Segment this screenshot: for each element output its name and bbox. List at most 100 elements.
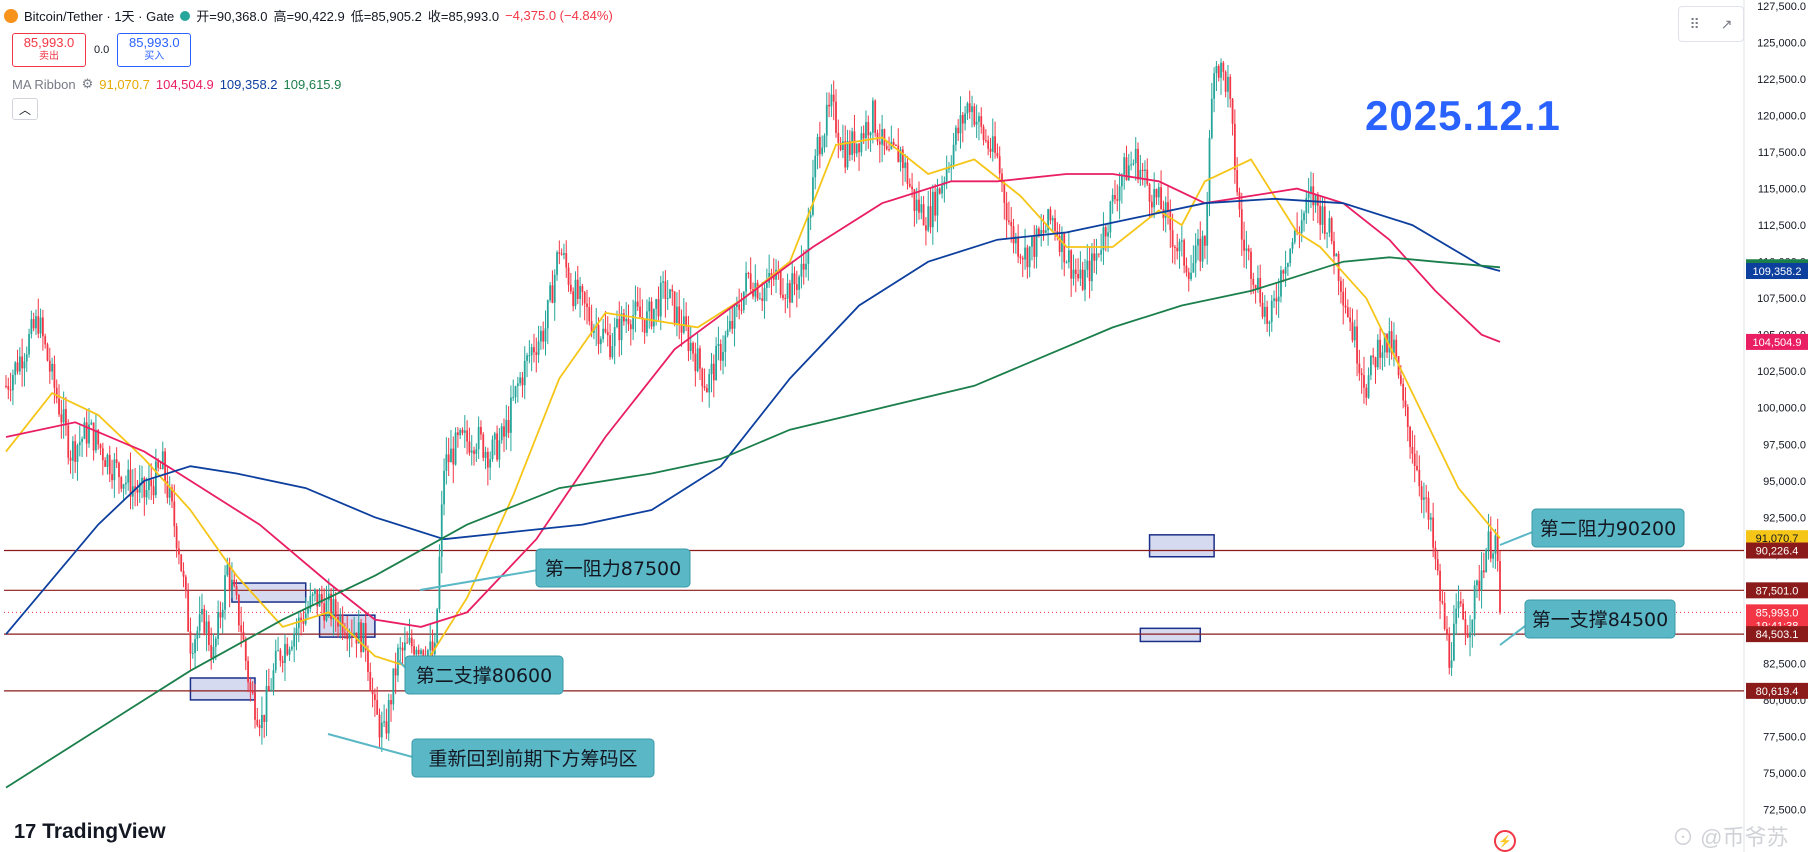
callout-box[interactable] (1524, 599, 1676, 639)
candle-body (88, 424, 90, 444)
candle-body (436, 609, 439, 643)
candle-body (574, 279, 577, 307)
tradingview-logo[interactable]: 17 TradingView (14, 820, 166, 844)
callout-box[interactable] (535, 548, 691, 588)
buy-button[interactable]: 85,993.0 买入 (117, 33, 192, 67)
candle-body (261, 714, 263, 729)
support-resistance-zone[interactable] (1148, 534, 1215, 558)
candle-body (805, 263, 807, 270)
candle-body (143, 477, 146, 498)
indicator-name[interactable]: MA Ribbon (12, 76, 76, 92)
candle-body (1316, 194, 1319, 206)
candle-body (1088, 260, 1091, 282)
candle-body (198, 614, 201, 631)
candle-body (141, 477, 143, 483)
candle-body (908, 183, 911, 187)
gear-icon[interactable]: ⚙ (81, 76, 94, 91)
support-resistance-zone[interactable] (1139, 627, 1202, 643)
candle-body (1035, 228, 1038, 257)
candle-body (941, 185, 943, 194)
candle-body (931, 191, 934, 228)
callout-box[interactable] (1531, 508, 1685, 548)
candle-body (867, 122, 870, 136)
candle-body (9, 389, 12, 391)
candle-body (1485, 549, 1488, 573)
candle-body (1434, 547, 1437, 560)
candle-body (48, 360, 51, 372)
candle-body (1423, 497, 1425, 500)
candle-body (385, 721, 388, 734)
support-resistance-zone[interactable] (231, 582, 307, 603)
candle-body (1012, 226, 1015, 244)
callout-box[interactable] (411, 738, 655, 778)
support-resistance-zone[interactable] (189, 677, 256, 701)
symbol-title[interactable]: Bitcoin/Tether · 1天 · Gate (24, 9, 175, 24)
candle-body (795, 284, 798, 290)
price-label: 84,503.1 (1756, 629, 1799, 641)
candle-body (1008, 220, 1010, 222)
candle-body (1120, 174, 1123, 187)
candle-body (237, 594, 240, 626)
annotations[interactable]: 第一阻力87500 第二支撑80600 重新回到前期下方筹码区 第二阻力90200 第一… (327, 508, 1685, 778)
price-axis[interactable]: 72,500.075,000.077,500.080,000.082,500.0… (1743, 0, 1806, 852)
candle-body (431, 641, 434, 655)
candle-body (1386, 333, 1388, 353)
candle-body (987, 140, 990, 149)
candle-body (1379, 339, 1382, 358)
candle-body (1213, 73, 1216, 99)
candle-body (1402, 383, 1405, 401)
candle-body (1349, 317, 1352, 323)
callout-box[interactable] (404, 655, 564, 695)
candle-body (1492, 553, 1494, 559)
candle-body (996, 152, 999, 157)
candle-body (1118, 186, 1121, 201)
candle-body (1114, 194, 1116, 200)
price-label-bg (1746, 626, 1808, 643)
candle-body (392, 668, 395, 705)
price-label-bg (1746, 582, 1808, 599)
candle-body (1144, 169, 1146, 171)
y-tick-label: 122,500.0 (1757, 74, 1806, 86)
candle-body (1097, 253, 1100, 255)
trend-line-icon[interactable]: ↗ (1720, 15, 1733, 32)
candle-body (791, 273, 794, 303)
sell-button[interactable]: 85,993.0 卖出 (12, 33, 86, 67)
lightning-icon[interactable]: ⚡ (1494, 830, 1516, 852)
indicator-legend[interactable]: MA Ribbon ⚙ 91,070.7 104,504.9 109,358.2… (12, 76, 341, 92)
candle-body (205, 621, 208, 633)
candle-body (171, 487, 173, 502)
candle-body (1367, 375, 1370, 398)
candle-body (1353, 326, 1356, 341)
candle-body (913, 189, 916, 211)
candle-body (1257, 278, 1259, 289)
candle-body (599, 339, 602, 345)
candle-body (618, 318, 621, 341)
candle-body (1455, 608, 1458, 624)
candle-body (586, 303, 588, 308)
candle-body (1001, 173, 1003, 183)
candle-body (844, 141, 847, 168)
drawing-toolbox[interactable]: ⠿ ↗ (1678, 6, 1744, 42)
collapse-legend-button[interactable]: ︿ (12, 98, 38, 120)
candle-body (332, 599, 335, 620)
candle-body (765, 283, 768, 288)
candle-body (1409, 426, 1411, 447)
candle-body (1227, 76, 1229, 92)
candle-body (293, 633, 296, 647)
candle-body (362, 623, 365, 653)
candle-body (1356, 326, 1358, 364)
candle-body (1183, 240, 1186, 266)
candle-body (1139, 169, 1142, 180)
candle-body (650, 301, 653, 327)
candle-body (76, 445, 79, 462)
candle-body (954, 127, 957, 145)
drag-handle-icon[interactable]: ⠿ (1689, 15, 1700, 32)
candle-body (1086, 260, 1089, 270)
candle-body (980, 116, 983, 127)
candle-body (187, 590, 190, 632)
candle-body (1070, 250, 1073, 279)
candle-body (1150, 201, 1153, 208)
candle-body (966, 103, 969, 114)
candle-body (722, 352, 724, 361)
